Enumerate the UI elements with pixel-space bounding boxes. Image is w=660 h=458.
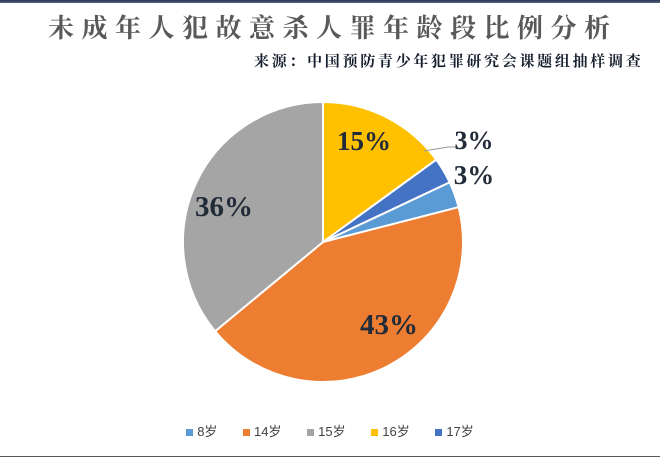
svg-text:43%: 43% (360, 309, 418, 341)
svg-text:15%: 15% (337, 126, 391, 156)
svg-text:36%: 36% (195, 191, 253, 223)
svg-text:3%: 3% (454, 160, 495, 190)
svg-text:3%: 3% (455, 126, 494, 155)
